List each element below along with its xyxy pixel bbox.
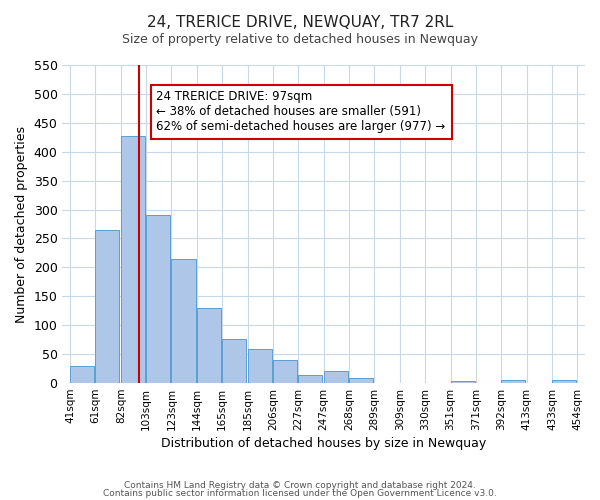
Text: 24 TRERICE DRIVE: 97sqm
← 38% of detached houses are smaller (591)
62% of semi-d: 24 TRERICE DRIVE: 97sqm ← 38% of detache…: [157, 90, 446, 134]
Text: 24, TRERICE DRIVE, NEWQUAY, TR7 2RL: 24, TRERICE DRIVE, NEWQUAY, TR7 2RL: [147, 15, 453, 30]
Bar: [146, 215, 170, 383]
Text: Size of property relative to detached houses in Newquay: Size of property relative to detached ho…: [122, 32, 478, 46]
Bar: [501, 380, 526, 383]
X-axis label: Distribution of detached houses by size in Newquay: Distribution of detached houses by size …: [161, 437, 487, 450]
Bar: [95, 230, 119, 383]
Bar: [121, 136, 145, 383]
Bar: [172, 258, 196, 383]
Bar: [197, 308, 221, 383]
Bar: [451, 381, 475, 383]
Bar: [222, 339, 247, 383]
Bar: [552, 380, 576, 383]
Text: Contains public sector information licensed under the Open Government Licence v3: Contains public sector information licen…: [103, 488, 497, 498]
Text: Contains HM Land Registry data © Crown copyright and database right 2024.: Contains HM Land Registry data © Crown c…: [124, 481, 476, 490]
Bar: [70, 366, 94, 383]
Y-axis label: Number of detached properties: Number of detached properties: [15, 126, 28, 322]
Bar: [273, 360, 297, 383]
Bar: [298, 375, 322, 383]
Bar: [248, 349, 272, 383]
Bar: [324, 371, 348, 383]
Bar: [349, 378, 373, 383]
